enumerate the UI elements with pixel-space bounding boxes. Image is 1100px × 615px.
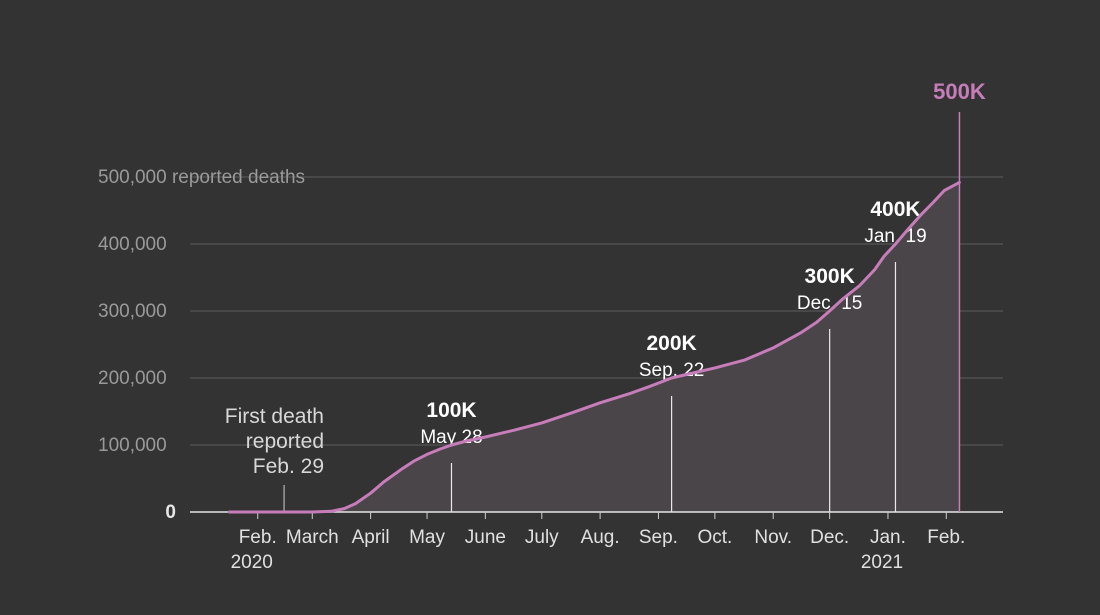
x-tick-label: May: [409, 527, 445, 548]
milestone-value: 300K: [805, 265, 855, 288]
milestone-value: 200K: [647, 332, 697, 355]
y-tick-label: 100,000: [98, 435, 167, 456]
x-tick-label: Nov.: [754, 527, 792, 548]
milestone-value: 400K: [870, 198, 920, 221]
milestone-value: 100K: [426, 399, 476, 422]
x-tick-label: Oct.: [697, 527, 732, 548]
x-tick-label: April: [352, 527, 390, 548]
x-tick-label: Jan.: [870, 527, 906, 548]
area-fill: [229, 182, 960, 512]
milestone-date: Sep. 22: [639, 360, 705, 381]
x-tick-label: Sep.: [639, 527, 678, 548]
y-tick-label: 0: [165, 502, 176, 523]
milestone-date: Jan. 19: [864, 226, 926, 247]
x-tick-label: June: [465, 527, 506, 548]
y-tick-label: 300,000: [98, 301, 167, 322]
milestone-date: May 28: [420, 427, 482, 448]
y-tick-label: 400,000: [98, 234, 167, 255]
first-death-label: reported: [246, 430, 324, 453]
series-line: [228, 180, 961, 514]
x-tick-label: Dec.: [810, 527, 849, 548]
year-label: 2021: [861, 552, 903, 573]
x-tick-label: Feb.: [239, 527, 277, 548]
x-tick-label: Feb.: [927, 527, 965, 548]
y-tick-label: 500,000 reported deaths: [98, 167, 305, 188]
x-tick-label: July: [525, 527, 559, 548]
x-tick-label: Aug.: [581, 527, 620, 548]
milestone-value: 500K: [933, 79, 986, 104]
first-death-label: Feb. 29: [253, 455, 324, 478]
year-label: 2020: [231, 552, 273, 573]
x-tick-label: March: [286, 527, 339, 548]
first-death-label: First death: [225, 405, 324, 428]
y-tick-label: 200,000: [98, 368, 167, 389]
